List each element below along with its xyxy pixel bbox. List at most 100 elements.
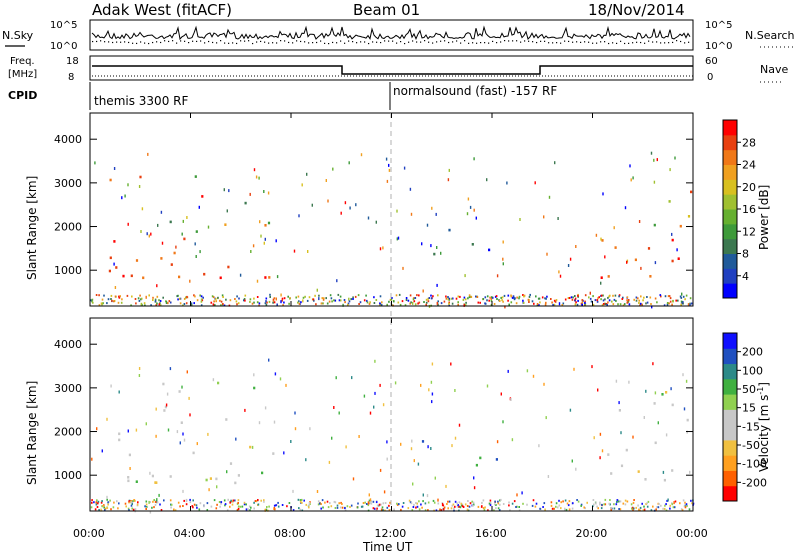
scatter-cell [212, 378, 215, 382]
scatter-cell [465, 301, 467, 304]
scatter-cell [200, 298, 203, 301]
scatter-cell [400, 508, 402, 511]
scatter-cell [326, 500, 329, 503]
scatter-cell [545, 297, 547, 300]
scatter-cell [360, 505, 363, 508]
scatter-cell [656, 301, 658, 304]
scatter-cell [220, 501, 223, 504]
scatter-cell [93, 501, 95, 504]
scatter-cell [637, 470, 640, 473]
velocity-scatter [90, 358, 695, 514]
scatter-cell [90, 299, 92, 302]
noise-search-point [508, 40, 510, 42]
scatter-cell [584, 302, 586, 304]
scatter-cell [638, 508, 640, 511]
scatter-cell [253, 301, 255, 304]
scatter-cell [275, 297, 277, 301]
scatter-cell [437, 294, 439, 297]
scatter-cell [546, 252, 548, 256]
scatter-cell [91, 457, 93, 461]
scatter-cell [128, 453, 131, 457]
scatter-cell [604, 298, 606, 301]
scatter-cell [624, 499, 627, 502]
scatter-cell [477, 301, 480, 304]
scatter-cell [683, 407, 686, 411]
scatter-cell [552, 303, 554, 306]
scatter-cell [484, 506, 486, 509]
scatter-cell [588, 296, 590, 299]
scatter-cell [677, 299, 679, 302]
scatter-cell [604, 503, 607, 506]
scatter-cell [109, 178, 112, 182]
scatter-cell [215, 477, 218, 481]
scatter-cell [679, 224, 682, 228]
scatter-cell [329, 294, 332, 297]
scatter-cell [226, 209, 228, 213]
scatter-cell [220, 502, 222, 505]
scatter-cell [113, 262, 115, 266]
noise-search-point [512, 40, 514, 42]
scatter-cell [626, 296, 629, 299]
scatter-cell [129, 501, 132, 504]
scatter-cell [612, 294, 614, 297]
noise-search-point [236, 42, 238, 45]
scatter-cell [229, 462, 233, 465]
noise-search-point [120, 41, 122, 43]
scatter-cell [665, 391, 668, 394]
noise-search-point [496, 42, 498, 44]
scatter-cell [189, 501, 192, 504]
scatter-cell [117, 507, 119, 510]
scatter-cell [375, 509, 378, 512]
scatter-cell [457, 295, 460, 298]
scatter-cell [418, 500, 420, 503]
scatter-cell [364, 501, 366, 504]
scatter-cell [375, 501, 378, 504]
scatter-cell [647, 500, 650, 503]
scatter-cell [455, 297, 458, 300]
scatter-cell [110, 508, 112, 511]
scatter-cell [263, 241, 265, 245]
power-colorbar-label: Power [dB] [757, 185, 771, 250]
scatter-cell [118, 438, 121, 442]
scatter-cell [367, 504, 370, 507]
scatter-cell [674, 156, 676, 160]
scatter-cell [94, 161, 96, 165]
scatter-cell [433, 252, 436, 256]
scatter-cell [127, 476, 130, 479]
scatter-cell [95, 501, 97, 504]
scatter-cell [443, 300, 446, 303]
scatter-cell [216, 503, 218, 506]
scatter-cell [244, 408, 246, 412]
scatter-cell [210, 505, 213, 508]
scatter-cell [308, 296, 311, 299]
scatter-cell [224, 223, 227, 226]
scatter-cell [523, 295, 525, 298]
scatter-cell [477, 505, 480, 508]
scatter-cell [167, 428, 170, 432]
scatter-cell [396, 502, 398, 505]
scatter-cell [263, 190, 265, 193]
noise-search-point [164, 40, 166, 42]
scatter-cell [476, 296, 479, 298]
scatter-cell [102, 302, 104, 305]
scatter-cell [560, 501, 562, 504]
scatter-cell [499, 499, 501, 502]
scatter-cell [343, 299, 346, 301]
scatter-cell [388, 504, 390, 507]
scatter-cell [150, 232, 152, 236]
scatter-cell [107, 501, 109, 504]
scatter-cell [550, 504, 553, 507]
noise-search-point [440, 40, 442, 42]
scatter-cell [642, 509, 645, 512]
scatter-cell [91, 499, 93, 502]
scatter-cell [388, 168, 391, 172]
noise-search-point [556, 42, 558, 44]
scatter-cell [486, 295, 489, 298]
scatter-cell [139, 294, 141, 297]
scatter-cell [216, 485, 218, 489]
scatter-cell [265, 508, 268, 511]
scatter-cell [380, 304, 383, 307]
scatter-cell [488, 299, 490, 302]
scatter-cell [185, 498, 188, 501]
